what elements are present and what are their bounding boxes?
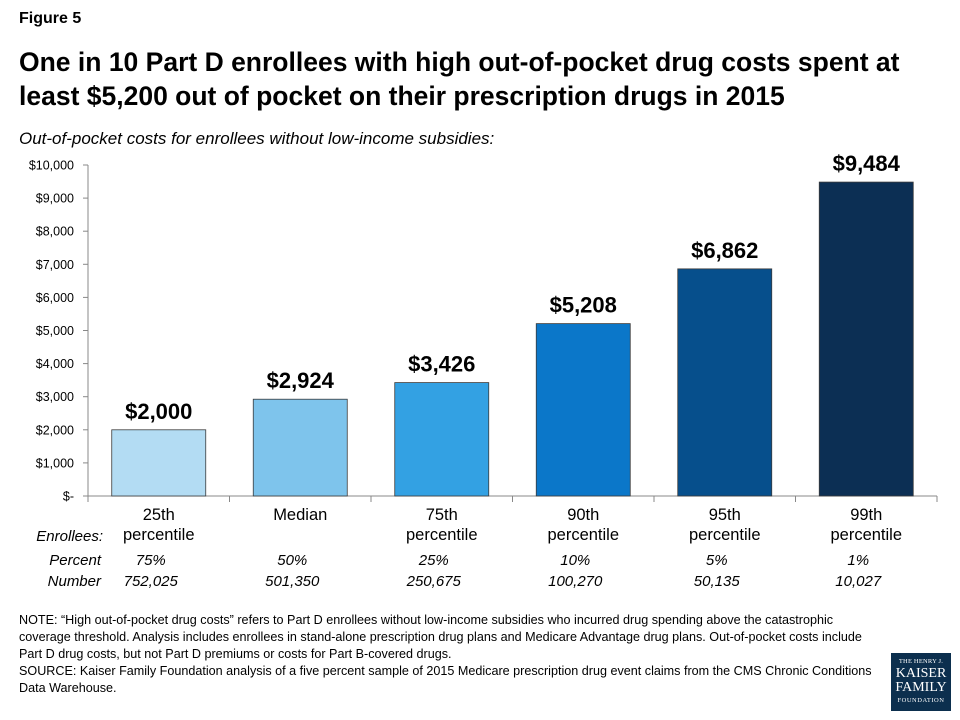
kff-logo: THE HENRY J. KAISER FAMILY FOUNDATION bbox=[891, 653, 951, 711]
y-tick-label: $4,000 bbox=[36, 357, 74, 371]
y-tick-label: $9,000 bbox=[36, 192, 74, 206]
note-text: NOTE: “High out-of-pocket drug costs” re… bbox=[19, 613, 862, 661]
number-value: 10,027 bbox=[835, 573, 882, 590]
data-label: $2,924 bbox=[267, 368, 335, 393]
number-row-label: Number bbox=[48, 573, 102, 590]
data-label: $6,862 bbox=[691, 238, 758, 263]
percent-value: 5% bbox=[706, 552, 728, 569]
x-category-label: Median bbox=[273, 506, 327, 524]
y-tick-label: $6,000 bbox=[36, 291, 74, 305]
data-label: $5,208 bbox=[550, 293, 617, 318]
data-label: $9,484 bbox=[833, 151, 901, 176]
chart-labels: $2,000 25th percentile $2,924 Median $3,426 75… bbox=[123, 151, 902, 544]
percent-row-label: Percent bbox=[49, 552, 102, 569]
chart-title: One in 10 Part D enrollees with high out… bbox=[19, 47, 900, 111]
y-tick-label: $10,000 bbox=[29, 159, 74, 173]
y-tick-label: $1,000 bbox=[36, 456, 74, 470]
x-category-label: 75th bbox=[426, 506, 458, 524]
number-value: 250,675 bbox=[406, 573, 462, 590]
x-category-label: percentile bbox=[689, 526, 761, 544]
figure-label: Figure 5 bbox=[19, 10, 82, 27]
notes-block: NOTE: “High out-of-pocket drug costs” re… bbox=[19, 612, 879, 697]
x-category-label: percentile bbox=[830, 526, 902, 544]
bar bbox=[677, 268, 773, 497]
x-category-label: percentile bbox=[406, 526, 478, 544]
x-category-label: 90th bbox=[567, 506, 599, 524]
y-tick-label: $3,000 bbox=[36, 390, 74, 404]
bar bbox=[111, 429, 207, 497]
bar bbox=[252, 398, 348, 497]
x-category-label: percentile bbox=[547, 526, 619, 544]
logo-line-2: KAISER bbox=[895, 666, 947, 681]
chart-axes: $- $1,000 $2,000 $3,000 $4,000 $5,000 $6,000 $7… bbox=[29, 159, 938, 504]
percent-value: 1% bbox=[847, 552, 869, 569]
y-tick-label: $8,000 bbox=[36, 225, 74, 239]
y-tick-label: $- bbox=[63, 490, 74, 504]
x-category-label: 95th bbox=[709, 506, 741, 524]
percent-value: 50% bbox=[277, 552, 307, 569]
number-value: 752,025 bbox=[124, 573, 179, 590]
bar bbox=[818, 181, 914, 497]
percent-value: 10% bbox=[560, 552, 590, 569]
bar bbox=[535, 323, 631, 497]
logo-line-3: FAMILY bbox=[895, 680, 947, 695]
enrollees-table: Enrollees: Percent Number 75% 50% 25% 10% 5% 1% 7… bbox=[36, 528, 882, 590]
x-category-label: 99th bbox=[850, 506, 882, 524]
chart-bars bbox=[111, 181, 914, 497]
logo-line-1: THE HENRY J. bbox=[898, 658, 944, 665]
logo-line-4: FOUNDATION bbox=[897, 697, 945, 704]
source-text: SOURCE: Kaiser Family Foundation analysi… bbox=[19, 664, 872, 695]
x-category-label: percentile bbox=[123, 526, 195, 544]
bar-chart: $- $1,000 $2,000 $3,000 $4,000 $5,000 $6,000 $7… bbox=[29, 151, 938, 590]
bar bbox=[394, 382, 490, 497]
y-tick-label: $5,000 bbox=[36, 324, 74, 338]
number-value: 50,135 bbox=[694, 573, 741, 590]
x-category-label: 25th bbox=[143, 506, 175, 524]
data-label: $3,426 bbox=[408, 352, 475, 377]
y-tick-label: $7,000 bbox=[36, 258, 74, 272]
number-value: 501,350 bbox=[265, 573, 320, 590]
y-tick-label: $2,000 bbox=[36, 423, 74, 437]
data-label: $2,000 bbox=[125, 399, 192, 424]
percent-value: 25% bbox=[418, 552, 449, 569]
chart-subtitle: Out-of-pocket costs for enrollees withou… bbox=[19, 129, 495, 148]
enrollees-heading: Enrollees: bbox=[36, 528, 103, 545]
percent-value: 75% bbox=[136, 552, 166, 569]
number-value: 100,270 bbox=[548, 573, 603, 590]
